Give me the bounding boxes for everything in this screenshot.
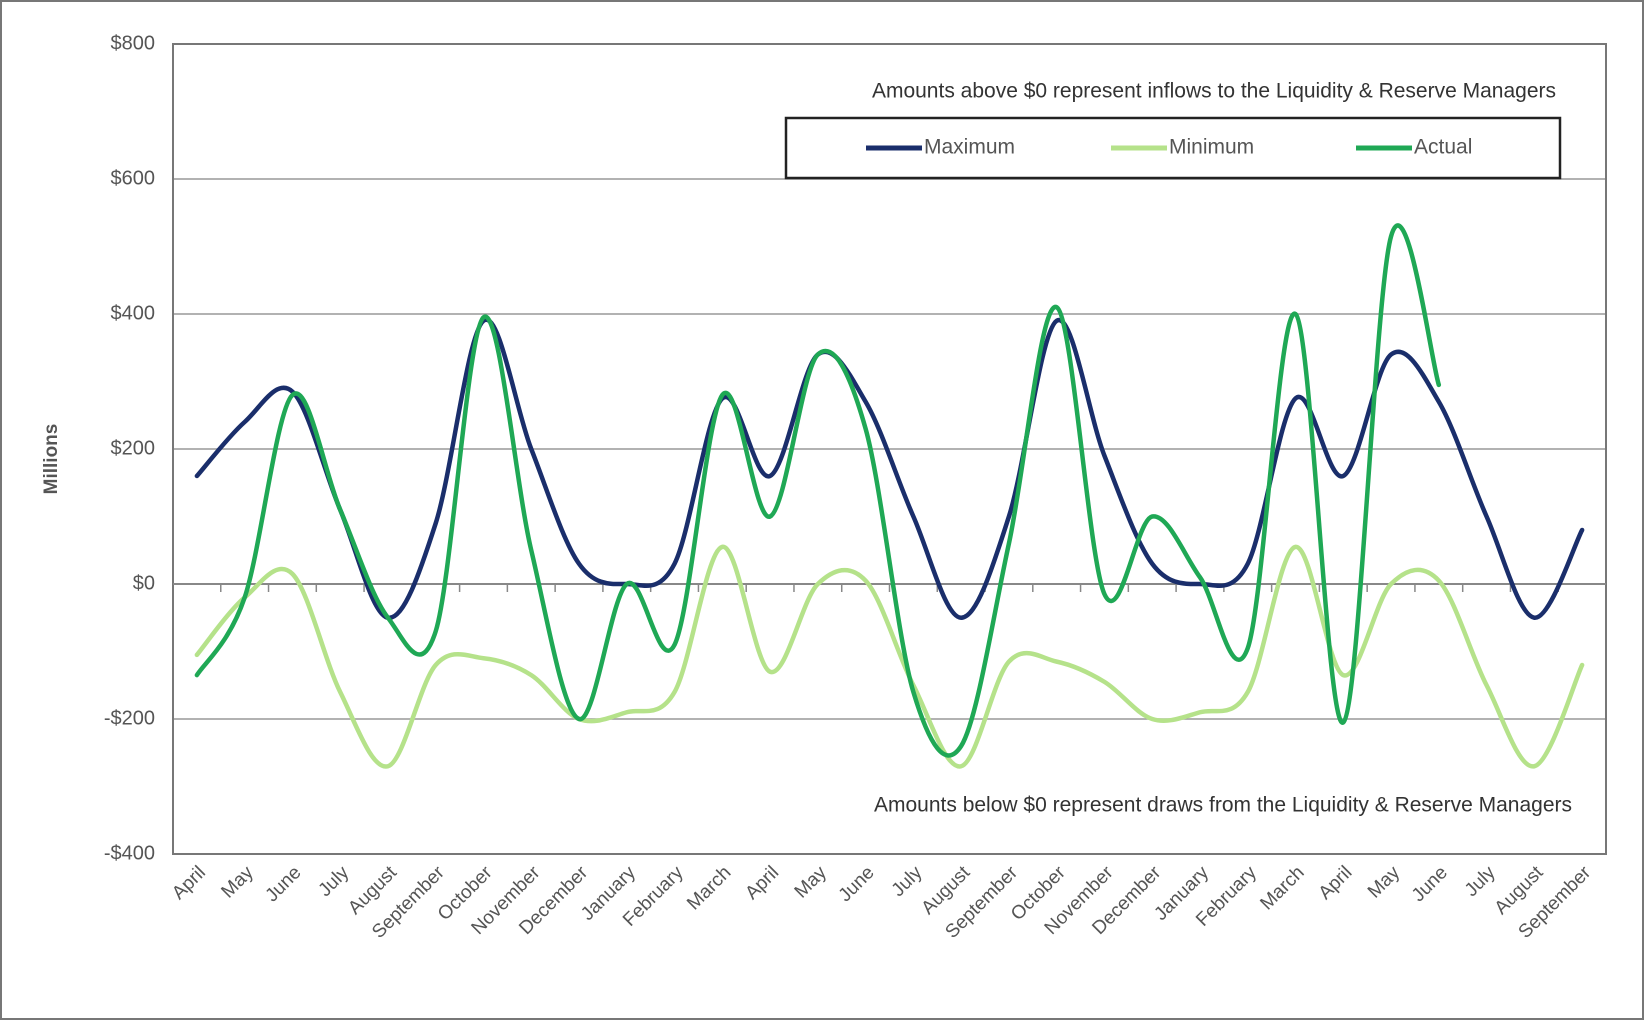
legend-label: Minimum bbox=[1169, 136, 1254, 159]
y-tick-label: $200 bbox=[111, 437, 156, 459]
legend-label: Actual bbox=[1414, 136, 1472, 159]
y-tick-label: $400 bbox=[111, 302, 156, 324]
series-line bbox=[194, 544, 1585, 769]
annotation: Amounts below $0 represent draws from th… bbox=[874, 794, 1572, 817]
y-axis-label: Millions bbox=[41, 424, 62, 495]
y-tick-label: $0 bbox=[133, 572, 155, 594]
legend-label: Maximum bbox=[924, 136, 1015, 159]
y-tick-label: $800 bbox=[111, 32, 156, 54]
plot-border bbox=[172, 43, 1607, 855]
annotation: Amounts above $0 represent inflows to th… bbox=[872, 80, 1556, 103]
series-line bbox=[194, 223, 1442, 758]
y-tick-label: -$200 bbox=[104, 707, 155, 729]
y-tick-label: $600 bbox=[111, 167, 156, 189]
y-tick-label: -$400 bbox=[104, 842, 155, 864]
series-line bbox=[194, 317, 1585, 621]
